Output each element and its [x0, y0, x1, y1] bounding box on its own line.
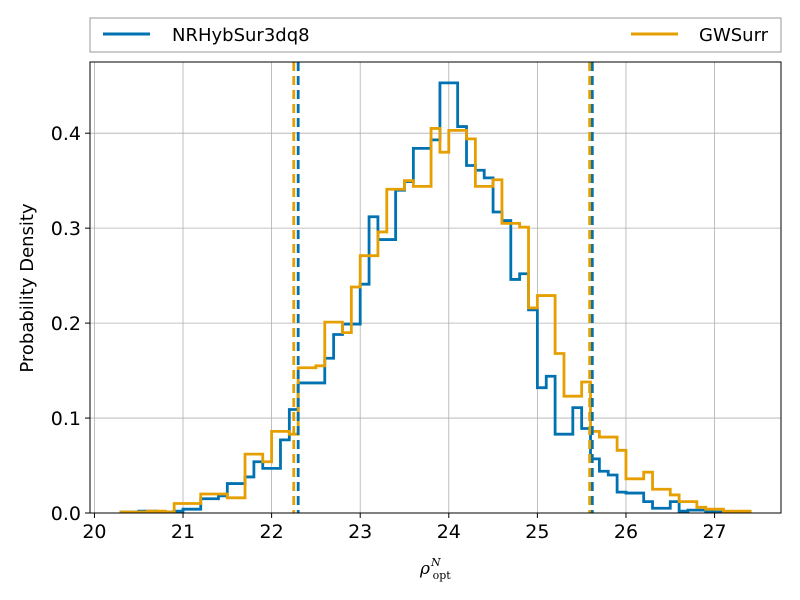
histogram-step-gwsurr — [119, 127, 752, 514]
x-axis-label-sup: N — [430, 556, 441, 569]
x-tick-label: 22 — [260, 521, 284, 543]
x-axis-label-sub: opt — [433, 569, 452, 582]
x-tick-label: 23 — [348, 521, 372, 543]
x-tick-label: 25 — [525, 521, 549, 543]
x-axis: 20 21 22 23 24 25 26 27 — [82, 513, 727, 543]
x-tick-label: 24 — [437, 521, 461, 543]
y-axis: 0.0 0.1 0.2 0.3 0.4 — [51, 123, 90, 525]
threshold-lines — [292, 62, 594, 513]
legend-label-nrhybsur3dq8: NRHybSur3dq8 — [172, 25, 310, 46]
x-tick-label: 20 — [82, 521, 106, 543]
y-tick-label: 0.4 — [51, 123, 81, 145]
y-axis-label: Probability Density — [17, 203, 38, 373]
x-tick-label: 27 — [702, 521, 726, 543]
legend: NRHybSur3dq8 GWSurr — [89, 17, 782, 53]
y-tick-label: 0.3 — [51, 218, 81, 240]
legend-label-gwsurr: GWSurr — [699, 25, 769, 46]
histogram-series — [119, 81, 752, 514]
x-axis-label: ρN opt — [419, 556, 451, 582]
y-tick-label: 0.0 — [51, 503, 81, 525]
plot-background — [90, 62, 781, 513]
plot-frame — [89, 61, 782, 514]
y-tick-label: 0.2 — [51, 313, 81, 335]
x-tick-label: 21 — [171, 521, 195, 543]
x-tick-label: 26 — [614, 521, 638, 543]
histogram-step-nrhybsur3dq8 — [119, 81, 752, 514]
x-axis-label-base: ρ — [419, 559, 430, 579]
y-tick-label: 0.1 — [51, 408, 81, 430]
